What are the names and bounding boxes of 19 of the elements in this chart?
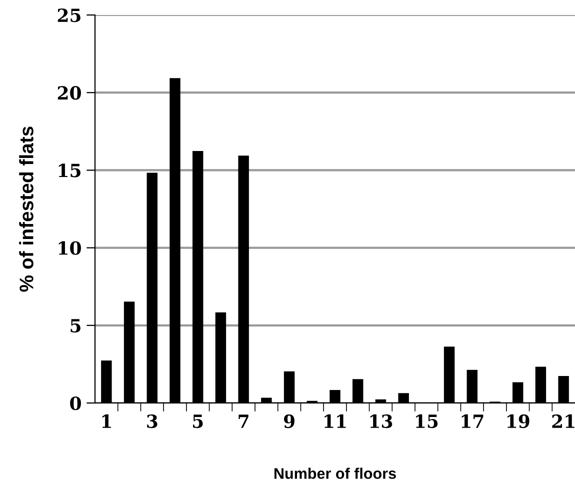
x-tick-label: 17 — [462, 414, 484, 428]
y-tick-label: 0 — [70, 396, 81, 410]
y-tick-label: 20 — [58, 86, 81, 100]
x-tick-label: 1 — [102, 414, 111, 428]
x-tick-label: 19 — [508, 414, 530, 428]
x-tick-label: 7 — [238, 414, 248, 428]
x-tick-label: 5 — [193, 414, 203, 428]
x-tick-label: 3 — [147, 414, 158, 428]
y-tick-label: 10 — [58, 241, 81, 255]
y-axis-title: % of infested flats — [19, 126, 34, 292]
y-tick-label: 25 — [58, 8, 80, 22]
y-tick-label: 15 — [58, 164, 80, 178]
y-tick-label: 5 — [70, 319, 80, 333]
x-tick-label: 11 — [324, 414, 346, 428]
x-tick-label: 21 — [552, 414, 574, 428]
x-tick-label: 9 — [284, 414, 294, 428]
x-tick-label: 13 — [370, 414, 392, 428]
x-tick-label: 15 — [416, 414, 438, 428]
x-axis-title: Number of floors — [274, 468, 396, 479]
